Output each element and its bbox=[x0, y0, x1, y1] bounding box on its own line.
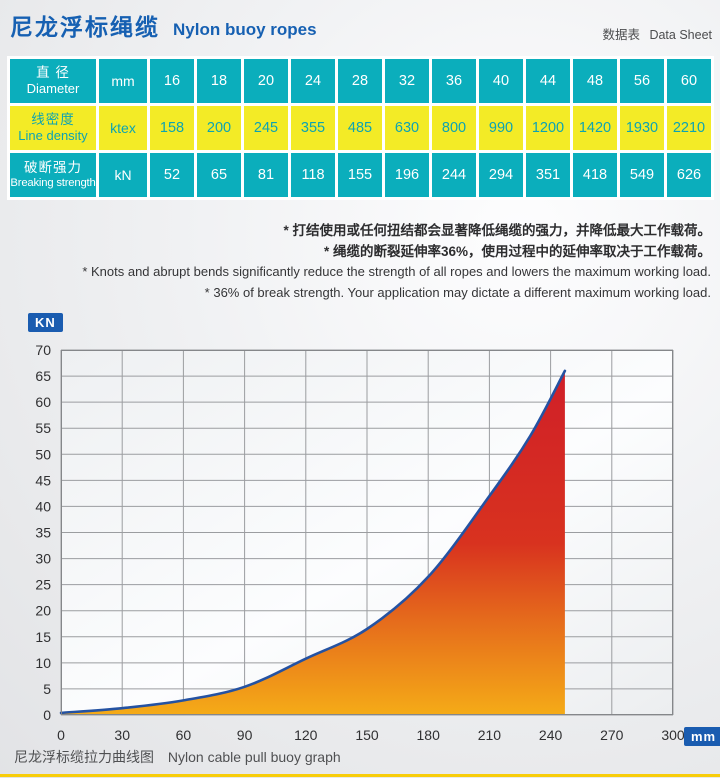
row-label-0: 直 径 Diameter bbox=[10, 59, 96, 103]
table-cell-r1c2: 245 bbox=[244, 106, 288, 150]
table-cell-r1c10: 1930 bbox=[620, 106, 664, 150]
page-title: 尼龙浮标绳缆 Nylon buoy ropes bbox=[10, 8, 317, 42]
y-axis-label: 50 bbox=[35, 446, 51, 462]
table-cell-r1c1: 200 bbox=[197, 106, 241, 150]
table-cell-r0c11: 60 bbox=[667, 59, 711, 103]
table-cell-r1c7: 990 bbox=[479, 106, 523, 150]
table-cell-r2c3: 118 bbox=[291, 153, 335, 197]
table-cell-r0c1: 18 bbox=[197, 59, 241, 103]
table-cell-r1c3: 355 bbox=[291, 106, 335, 150]
table-cell-r2c1: 65 bbox=[197, 153, 241, 197]
y-axis-label: 15 bbox=[35, 629, 51, 645]
bottom-accent-bar bbox=[0, 774, 720, 777]
note-line-2: * Knots and abrupt bends significantly r… bbox=[82, 264, 711, 279]
table-cell-r1c8: 1200 bbox=[526, 106, 570, 150]
x-axis-label: 210 bbox=[478, 727, 502, 743]
table-cell-r0c3: 24 bbox=[291, 59, 335, 103]
x-axis-label: 60 bbox=[176, 727, 192, 743]
chart-curve bbox=[59, 369, 567, 715]
x-axis-label: 120 bbox=[294, 727, 318, 743]
table-cell-r0c10: 56 bbox=[620, 59, 664, 103]
y-axis-label: 70 bbox=[35, 342, 51, 358]
chart-caption-zh: 尼龙浮标缆拉力曲线图 bbox=[14, 749, 154, 765]
y-axis-label: 65 bbox=[35, 368, 51, 384]
y-axis-label: 60 bbox=[35, 394, 51, 410]
datasheet-label-zh: 数据表 bbox=[602, 28, 640, 42]
x-axis-label: 0 bbox=[57, 727, 65, 743]
table-cell-r2c2: 81 bbox=[244, 153, 288, 197]
table-cell-r0c7: 40 bbox=[479, 59, 523, 103]
datasheet-label-en: Data Sheet bbox=[649, 28, 712, 42]
table-cell-r2c10: 549 bbox=[620, 153, 664, 197]
x-axis-label: 90 bbox=[237, 727, 253, 743]
y-axis-label: 40 bbox=[35, 498, 51, 514]
axis-labels: 0 5 10 15 20 25 30 35 40 45 50 55 60 65 70 0 30 60 90 120 15… bbox=[35, 342, 684, 743]
note-line-0: * 打结使用或任何扭结都会显著降低绳缆的强力，并降低最大工作载荷。 bbox=[283, 223, 711, 238]
table-cell-r2c5: 196 bbox=[385, 153, 429, 197]
table-cell-r2c7: 294 bbox=[479, 153, 523, 197]
x-axis-label: 30 bbox=[114, 727, 130, 743]
row-label-1: 线密度 Line density bbox=[10, 106, 96, 150]
y-axis-label: 55 bbox=[35, 420, 51, 436]
chart-caption: 尼龙浮标缆拉力曲线图 Nylon cable pull buoy graph bbox=[14, 747, 351, 767]
y-axis-label: 30 bbox=[35, 551, 51, 567]
table-cell-r1c5: 630 bbox=[385, 106, 429, 150]
note-line-1: * 绳缆的断裂延伸率36%，使用过程中的延伸率取决于工作载荷。 bbox=[323, 243, 711, 259]
y-axis-label: 25 bbox=[35, 577, 51, 593]
datasheet-label: 数据表 Data Sheet bbox=[596, 24, 712, 43]
y-axis-unit-badge: KN bbox=[28, 313, 63, 332]
chart-caption-en: Nylon cable pull buoy graph bbox=[167, 749, 341, 765]
table-cell-r2c8: 351 bbox=[526, 153, 570, 197]
row-unit-0: mm bbox=[99, 59, 147, 103]
page-title-zh: 尼龙浮标绳缆 bbox=[10, 14, 160, 40]
x-axis-label: 300 bbox=[661, 727, 685, 743]
y-axis-label: 20 bbox=[35, 603, 51, 619]
table-cell-r2c11: 626 bbox=[667, 153, 711, 197]
x-axis-label: 180 bbox=[417, 727, 441, 743]
data-table: 直 径 Diameter mm 16 18 20 24 28 32 36 40 44 48 56 60 线密度… bbox=[7, 56, 714, 200]
plot-border bbox=[61, 350, 673, 715]
row-unit-1: ktex bbox=[99, 106, 147, 150]
table-cell-r1c4: 485 bbox=[338, 106, 382, 150]
table-cell-r1c6: 800 bbox=[432, 106, 476, 150]
table-cell-r2c6: 244 bbox=[432, 153, 476, 197]
table-cell-r0c0: 16 bbox=[150, 59, 194, 103]
y-axis-label: 10 bbox=[35, 655, 51, 671]
table-cell-r2c4: 155 bbox=[338, 153, 382, 197]
y-axis-label: 0 bbox=[43, 707, 51, 723]
table-cell-r0c8: 44 bbox=[526, 59, 570, 103]
table-cell-r1c0: 158 bbox=[150, 106, 194, 150]
row-unit-2: kN bbox=[99, 153, 147, 197]
chart-plot: 0 5 10 15 20 25 30 35 40 45 50 55 60 65 70 0 30 60 90 120 15… bbox=[35, 342, 684, 743]
table-cell-r0c4: 28 bbox=[338, 59, 382, 103]
table-cell-r1c9: 1420 bbox=[573, 106, 617, 150]
y-axis-label: 45 bbox=[35, 472, 51, 488]
notes: * 打结使用或任何扭结都会显著降低绳缆的强力，并降低最大工作载荷。 * 绳缆的断裂… bbox=[82, 221, 711, 303]
x-axis-label: 270 bbox=[600, 727, 624, 743]
table-cell-r2c0: 52 bbox=[150, 153, 194, 197]
table-cell-r0c2: 20 bbox=[244, 59, 288, 103]
page-title-en: Nylon buoy ropes bbox=[173, 20, 317, 39]
x-axis-label: 240 bbox=[539, 727, 563, 743]
note-line-3: * 36% of break strength. Your applicatio… bbox=[204, 284, 711, 300]
row-label-2: 破断强力 Breaking strength bbox=[10, 153, 96, 197]
chart-area bbox=[61, 370, 565, 715]
y-axis-label: 35 bbox=[35, 525, 51, 541]
y-axis-label: 5 bbox=[43, 681, 51, 697]
table-cell-r2c9: 418 bbox=[573, 153, 617, 197]
x-axis-label: 150 bbox=[355, 727, 379, 743]
table-cell-r1c11: 2210 bbox=[667, 106, 711, 150]
x-axis-unit-badge: mm bbox=[684, 727, 720, 746]
table-cell-r0c5: 32 bbox=[385, 59, 429, 103]
table-cell-r0c6: 36 bbox=[432, 59, 476, 103]
table-cell-r0c9: 48 bbox=[573, 59, 617, 103]
